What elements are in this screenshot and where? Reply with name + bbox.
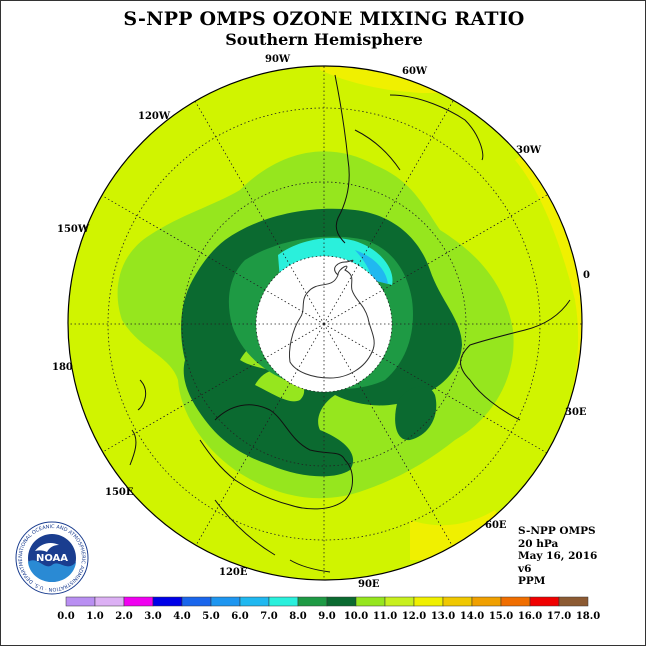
colorbar-tick-label: 1.0 <box>86 611 103 622</box>
info-date: May 16, 2016 <box>518 550 598 562</box>
svg-text:NOAA: NOAA <box>36 553 68 564</box>
colorbar: 0.0 1.0 2.0 3.0 4.0 5.0 6.0 7.0 8.0 9.0 10.0 11.0 12… <box>57 596 600 622</box>
colorbar-tick-label: 6.0 <box>231 611 248 622</box>
info-block: S-NPP OMPS 20 hPa May 16, 2016 v6 PPM <box>518 525 597 588</box>
colorbar-tick-label: 3.0 <box>144 611 161 622</box>
colorbar-swatch <box>94 596 125 607</box>
lon-label-60w: 60W <box>402 66 428 77</box>
colorbar-tick-label: 8.0 <box>289 611 306 622</box>
colorbar-swatch <box>268 596 299 607</box>
colorbar-swatch <box>181 596 212 607</box>
colorbar-swatch <box>239 596 270 607</box>
lon-label-180: 180 <box>52 362 73 373</box>
colorbar-tick-label: 0.0 <box>57 611 74 622</box>
colorbar-tick-label: 13.0 <box>431 611 455 622</box>
colorbar-tick-label: 14.0 <box>460 611 484 622</box>
info-instrument: S-NPP OMPS <box>518 525 596 537</box>
colorbar-swatch <box>297 596 328 607</box>
colorbar-tick-label: 5.0 <box>202 611 219 622</box>
new-zealand-coastline <box>129 379 147 466</box>
lon-label-150w: 150W <box>57 224 90 235</box>
colorbar-swatch <box>384 596 415 607</box>
field-level-10-lobe <box>395 385 437 441</box>
australia-coastline <box>199 404 353 510</box>
info-units: PPM <box>518 575 546 587</box>
ozone-field <box>68 66 582 580</box>
lon-label-150e: 150E <box>105 487 134 498</box>
map-subtitle: Southern Hemisphere <box>225 30 423 49</box>
meridians <box>68 66 582 580</box>
lon-label-120w: 120W <box>138 111 171 122</box>
field-level-7 <box>355 250 388 284</box>
lon-label-60e: 60E <box>485 520 507 531</box>
colorbar-tick-label: 10.0 <box>344 611 368 622</box>
lon-label-30e: 30E <box>565 407 587 418</box>
longitude-labels: 90W 60W 30W 0 30E 60E 90E 120E 150E 180 … <box>52 54 590 590</box>
colorbar-tick-label: 18.0 <box>576 611 600 622</box>
colorbar-swatch <box>413 596 444 607</box>
colorbar-swatch <box>500 596 531 607</box>
map-title: S-NPP OMPS OZONE MIXING RATIO <box>123 8 525 30</box>
colorbar-tick-label: 16.0 <box>518 611 542 622</box>
colorbar-swatch <box>529 596 560 607</box>
colorbar-swatch <box>152 596 183 607</box>
antarctic-peninsula <box>334 259 354 276</box>
lon-label-120e: 120E <box>219 567 248 578</box>
south-america-coastline <box>334 74 484 244</box>
colorbar-tick-label: 4.0 <box>173 611 190 622</box>
colorbar-tick-label: 9.0 <box>318 611 335 622</box>
colorbar-tick-label: 15.0 <box>489 611 513 622</box>
colorbar-tick-label: 11.0 <box>373 611 397 622</box>
colorbar-swatch <box>558 596 589 607</box>
colorbar-tick-label: 17.0 <box>547 611 571 622</box>
colorbar-swatch <box>326 596 357 607</box>
lon-label-90w: 90W <box>265 54 291 65</box>
indonesia-coastline <box>214 499 331 573</box>
info-pressure: 20 hPa <box>518 537 559 550</box>
antarctica-coastline <box>289 265 375 379</box>
lon-label-0: 0 <box>583 270 590 281</box>
colorbar-swatch <box>471 596 502 607</box>
info-version: v6 <box>518 562 532 575</box>
map-boundary <box>67 65 583 581</box>
colorbar-swatch <box>123 596 154 607</box>
lon-label-90e: 90E <box>358 579 380 590</box>
colorbar-swatch <box>355 596 386 607</box>
colorbar-tick-label: 12.0 <box>402 611 426 622</box>
lon-label-30w: 30W <box>516 145 542 156</box>
noaa-logo: NATIONAL OCEANIC AND ATMOSPHERIC ADMINIS… <box>12 517 89 599</box>
colorbar-swatch <box>210 596 241 607</box>
colorbar-tick-label: 7.0 <box>260 611 277 622</box>
colorbar-tick-label: 2.0 <box>115 611 132 622</box>
colorbar-swatch <box>442 596 473 607</box>
